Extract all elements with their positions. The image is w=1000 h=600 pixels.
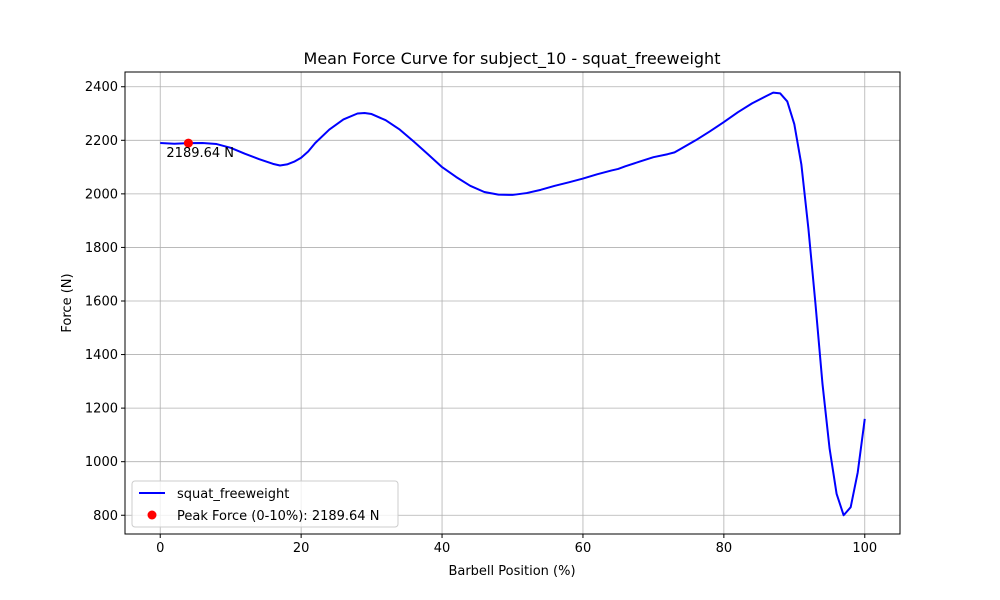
legend-label-peak: Peak Force (0-10%): 2189.64 N (177, 509, 379, 524)
y-tick-label: 1000 (85, 455, 118, 470)
x-axis-ticks: 0 20 40 60 80 100 (156, 534, 877, 556)
y-tick-label: 1400 (85, 348, 118, 363)
x-tick-label: 80 (716, 541, 733, 556)
y-tick-label: 800 (93, 509, 118, 524)
legend: squat_freeweight Peak Force (0-10%): 218… (131, 480, 399, 528)
x-axis-title: Barbell Position (%) (448, 564, 575, 579)
x-tick-label: 20 (293, 541, 310, 556)
legend-box (131, 480, 399, 528)
plot-series (160, 91, 866, 517)
peak-force-annotation: 2189.64 N (166, 146, 234, 161)
peak-force-marker (183, 138, 193, 148)
y-tick-label: 1800 (85, 241, 118, 256)
x-tick-label: 40 (434, 541, 451, 556)
y-tick-label: 1600 (85, 294, 118, 309)
y-axis-title: Force (N) (60, 273, 75, 332)
plot-frame (124, 71, 901, 535)
y-axis-ticks: 800 1000 1200 1400 1600 1800 2000 2200 2400 (85, 80, 125, 524)
grid-lines (125, 72, 900, 534)
legend-marker-swatch (147, 510, 157, 520)
annotations: 2189.64 N (166, 138, 234, 161)
y-tick-label: 2000 (85, 187, 118, 202)
legend-label-series: squat_freeweight (177, 487, 289, 502)
series-line-squat_freeweight (160, 91, 866, 517)
y-tick-label: 2400 (85, 80, 118, 95)
chart-title: Mean Force Curve for subject_10 - squat_… (304, 49, 721, 69)
x-tick-label: 0 (156, 541, 164, 556)
y-tick-label: 2200 (85, 134, 118, 149)
x-tick-label: 100 (852, 541, 877, 556)
y-tick-label: 1200 (85, 402, 118, 417)
x-tick-label: 60 (575, 541, 592, 556)
